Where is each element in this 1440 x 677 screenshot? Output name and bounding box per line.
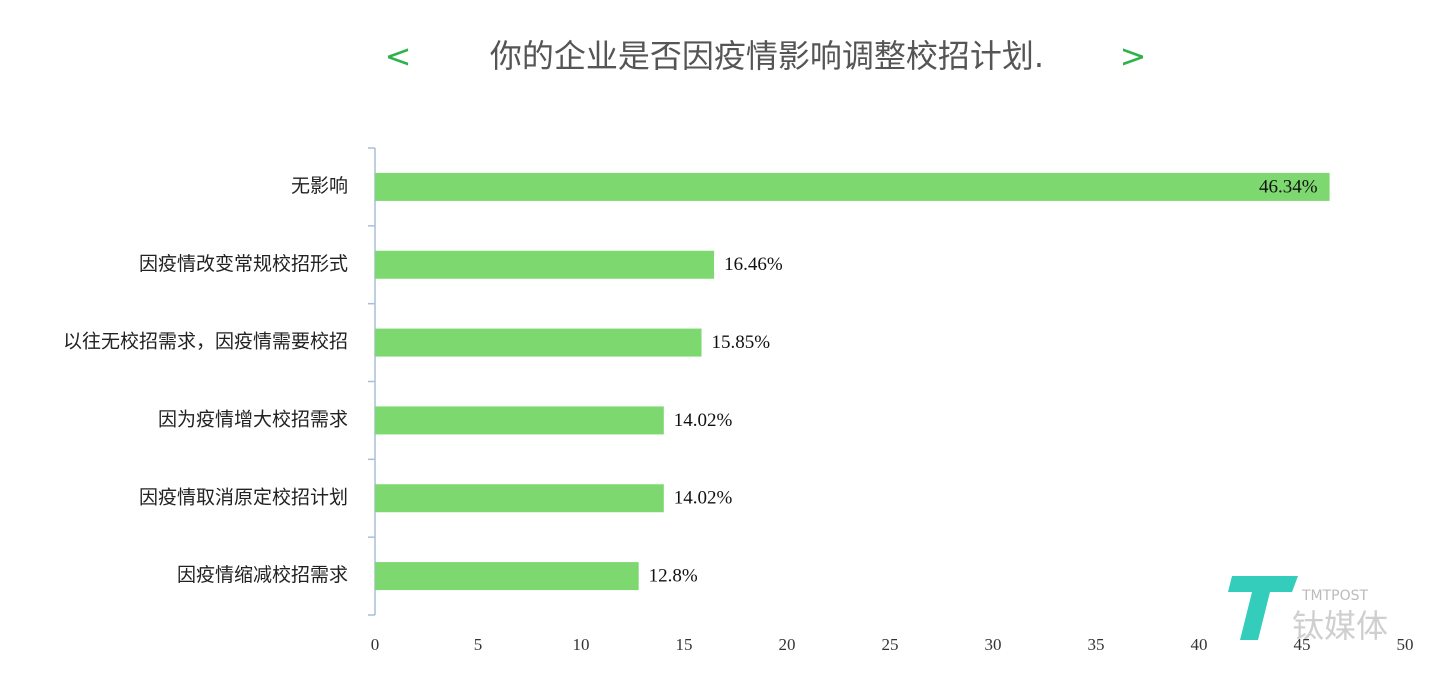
value-label: 46.34% — [1259, 176, 1318, 197]
x-tick-label: 10 — [573, 635, 590, 654]
category-label: 以往无校招需求，因疫情需要校招 — [63, 331, 348, 353]
bar — [375, 172, 1330, 201]
chart-title: 你的企业是否因疫情影响调整校招计划. — [490, 37, 1044, 75]
bar — [375, 250, 715, 279]
x-tick-label: 35 — [1088, 635, 1105, 654]
value-label: 16.46% — [724, 254, 783, 275]
category-label: 无影响 — [291, 175, 348, 197]
x-tick-label: 20 — [779, 635, 796, 654]
x-tick-label: 15 — [676, 635, 693, 654]
x-tick-label: 40 — [1191, 635, 1208, 654]
category-label: 因疫情缩减校招需求 — [177, 564, 348, 586]
brand-logo: TMTPOST 钛媒体 — [1228, 576, 1388, 645]
category-label: 因为疫情增大校招需求 — [158, 408, 348, 430]
value-label: 14.02% — [674, 488, 733, 509]
value-label: 15.85% — [712, 332, 771, 353]
x-tick-label: 5 — [474, 635, 483, 654]
bar — [375, 328, 702, 357]
title-open: < — [385, 37, 412, 75]
value-label: 12.8% — [649, 565, 698, 586]
x-tick-label: 0 — [371, 635, 380, 654]
x-tick-label: 45 — [1294, 635, 1311, 654]
brand-text: TMTPOST — [1301, 588, 1369, 604]
value-label: 14.02% — [674, 410, 733, 431]
bar — [375, 406, 664, 435]
x-tick-label: 50 — [1397, 635, 1414, 654]
bar — [375, 562, 639, 591]
x-tick-label: 25 — [882, 635, 899, 654]
bar — [375, 484, 664, 513]
title-close: > — [1120, 37, 1147, 75]
category-label: 因疫情改变常规校招形式 — [139, 253, 348, 275]
x-tick-label: 30 — [985, 635, 1002, 654]
category-label: 因疫情取消原定校招计划 — [139, 486, 348, 508]
brand-name: 钛媒体 — [1292, 607, 1388, 645]
